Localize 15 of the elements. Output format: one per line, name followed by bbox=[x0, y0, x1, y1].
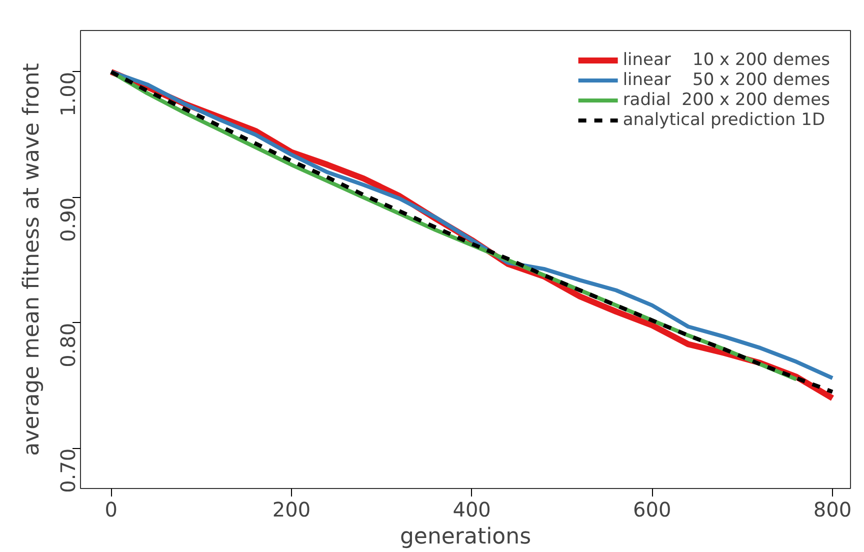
x-axis-title: generations bbox=[400, 524, 532, 550]
x-tick-label: 800 bbox=[813, 498, 852, 522]
legend-label: analytical prediction 1D bbox=[622, 110, 826, 130]
x-tick-label: 600 bbox=[633, 498, 672, 522]
y-axis-title: average mean fitness at wave front bbox=[20, 62, 44, 456]
y-tick-label: 0.70 bbox=[56, 448, 80, 493]
legend-label: linear 10 x 200 demes bbox=[622, 50, 830, 70]
legend-label: linear 50 x 200 demes bbox=[622, 70, 830, 90]
y-tick-label: 0.80 bbox=[56, 322, 80, 368]
x-tick-label: 400 bbox=[452, 498, 491, 522]
y-tick-label: 0.90 bbox=[56, 197, 80, 242]
legend-label: radial 200 x 200 demes bbox=[622, 90, 830, 110]
x-tick-label: 0 bbox=[104, 498, 118, 522]
x-tick-label: 200 bbox=[272, 498, 311, 522]
y-tick-label: 1.00 bbox=[56, 72, 80, 116]
